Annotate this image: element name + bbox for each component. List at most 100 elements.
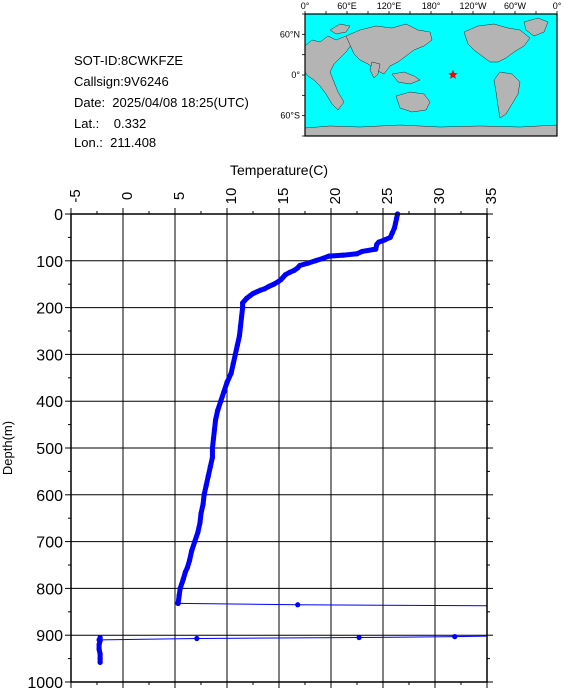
profile-point [238,314,245,320]
float-position-star [448,69,458,79]
map-lat-label: 60°S [280,111,300,121]
profile-point [392,220,399,226]
profile-point [189,548,195,554]
profile-point [266,283,272,290]
y-tick-label: 800 [36,581,63,598]
temperature-profile-series [96,211,488,665]
land-mass [493,71,521,119]
callsign-label: Callsign:9V6246 [74,74,169,89]
x-tick-label: 35 [483,188,500,205]
profile-point [209,445,216,451]
y-axis-label: Depth(m) [0,421,15,475]
profile-point [221,389,227,395]
profile-point [218,398,224,404]
y-tick-label: 700 [36,535,63,552]
profile-point [275,279,281,285]
profile-point [240,305,246,311]
map-lon-label: 180° [422,1,441,11]
x-axis-tick-labels: -5 0 5 10 15 20 25 30 35 [67,188,500,205]
profile-point [254,289,260,295]
spike-line [178,602,488,607]
profile-point [197,520,203,526]
map-lon-label: 120°W [459,1,487,11]
spike-point [356,634,362,641]
profile-point [320,255,326,262]
land-mass [391,71,421,85]
x-tick-label: 15 [275,188,292,205]
profile-point [391,225,398,231]
profile-point [373,246,379,252]
profile-point [184,564,191,570]
spike-point [295,602,301,608]
profile-point [387,234,393,240]
sot-id-label: SOT-ID:8CWKFZE [74,53,184,68]
profile-point [359,248,365,255]
profile-point [261,286,268,292]
float-position-marker [448,69,458,79]
profile-point [210,436,217,442]
profile-point [186,557,193,563]
profile-point [389,230,395,236]
profile-point [236,333,243,339]
profile-point [393,216,400,222]
map-longitude-labels: 0° 60°E 120°E 180° 120°W 60°W 0° [301,1,562,11]
date-label: Date: 2025/04/08 18:25(UTC) [74,95,249,110]
profile-point [312,258,318,264]
x-tick-label: 0 [119,192,136,200]
profile-point [340,252,347,258]
land-mass [304,35,353,111]
spike-line [99,635,488,641]
map-lat-label: 0° [291,70,300,80]
x-tick-label: 5 [171,192,188,200]
profile-point [211,426,218,432]
profile-point [198,510,204,517]
land-mass [329,23,351,35]
profile-point [209,454,216,460]
y-tick-label: 500 [36,441,63,458]
profile-point [201,492,207,498]
bottom-point [96,641,102,648]
y-tick-label: 1000 [27,675,63,690]
profile-point [203,482,209,489]
profile-point [234,342,240,348]
longitude-label: Lon.: 211.408 [74,135,157,150]
profile-point [212,417,219,423]
profile-point [374,241,380,248]
land-mass [523,17,549,37]
y-axis-tick-labels: 0 100 200 300 400 500 600 700 800 900 1000 [27,207,63,690]
profile-point [228,370,234,376]
profile-point [180,576,186,582]
latitude-label: Lat.: 0.332 [74,116,147,131]
map-ticks [302,11,558,137]
profile-point [326,253,332,259]
y-tick-label: 300 [36,347,63,364]
map-lon-label: 0° [301,1,310,11]
spike-point [452,634,458,640]
profile-point [177,585,183,592]
land-mass [369,61,381,79]
profile-point [354,251,360,257]
profile-point [195,529,201,535]
profile-point [237,323,244,329]
profile-point [207,464,213,470]
land-mass [463,23,531,63]
x-tick-label: 20 [327,188,344,205]
profile-point [382,237,388,243]
bottom-point [97,656,103,662]
x-tick-label: -5 [67,189,84,202]
y-tick-label: 200 [36,301,63,318]
x-axis-label: Temperature(C) [230,162,328,178]
y-tick-label: 900 [36,628,63,645]
world-map-svg: 0° 60°E 120°E 180° 120°W 60°W 0° 60°N 0° 60°S [280,1,562,137]
x-tick-label: 30 [431,188,448,205]
profile-point [182,569,188,575]
y-tick-label: 100 [36,254,63,271]
profile-point [192,539,198,545]
map-land [304,17,558,137]
bottom-point [97,659,103,665]
spike-point [175,600,181,606]
spike-point [194,635,200,642]
profile-point [232,351,238,357]
